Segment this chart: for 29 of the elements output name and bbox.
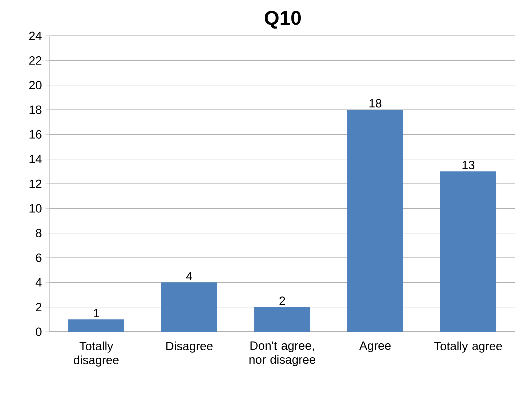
y-tick-label: 14	[30, 155, 42, 164]
y-tick-label: 8	[36, 229, 42, 238]
y-tick-label: 2	[36, 303, 42, 312]
y-tick-label: 22	[30, 56, 42, 65]
y-tick-label: 20	[30, 81, 42, 90]
y-tick-label: 4	[36, 278, 42, 287]
chart-title: Q10	[264, 11, 302, 29]
bar	[162, 282, 218, 332]
bar	[254, 307, 311, 332]
y-tick-label: 16	[30, 130, 42, 139]
data-label: 2	[280, 296, 286, 306]
x-tick-label: Agree	[360, 342, 391, 352]
y-tick-label: 6	[36, 254, 42, 262]
x-tick-label: Totally agree	[434, 342, 502, 353]
data-label: 1	[94, 309, 100, 318]
bar	[68, 320, 125, 332]
data-label: 13	[462, 161, 475, 170]
y-tick-label: 10	[30, 204, 42, 213]
x-tick-label: Totally disagree	[74, 342, 119, 367]
y-tick-label: 0	[36, 328, 42, 336]
y-tick-label: 24	[30, 32, 42, 40]
data-label: 4	[186, 272, 192, 280]
y-tick-label: 12	[30, 180, 42, 188]
bar	[348, 110, 404, 332]
bar	[440, 172, 497, 332]
x-tick-label: Don't agree, nor disagree	[250, 342, 316, 366]
x-tick-label: Disagree	[166, 342, 213, 353]
y-tick-label: 18	[30, 106, 42, 114]
data-label: 18	[370, 99, 382, 108]
